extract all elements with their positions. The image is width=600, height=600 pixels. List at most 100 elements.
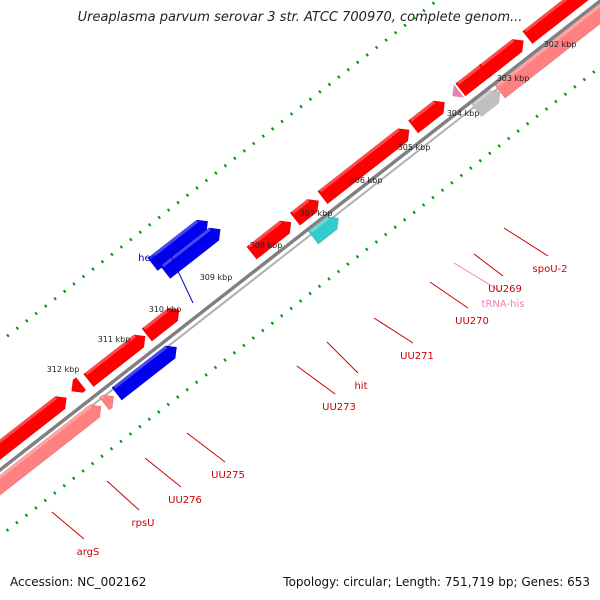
cds-rpsU[interactable] [71, 377, 87, 393]
inner-tick-mark [336, 269, 341, 274]
outer-tick-mark [251, 141, 256, 146]
gene-label[interactable]: hit [354, 381, 367, 392]
gene-label[interactable]: UU271 [400, 351, 434, 362]
gene-label[interactable]: rpsU [132, 518, 155, 529]
inner-tick-mark [573, 85, 577, 89]
inner-tick-mark [298, 299, 303, 303]
inner-tick-mark [440, 188, 445, 192]
cds-UU269-rev[interactable] [494, 0, 600, 99]
leader-line [106, 480, 140, 511]
gene-label[interactable]: spoU-2 [533, 264, 568, 275]
inner-tick-mark [223, 358, 227, 362]
outer-tick-mark [25, 319, 29, 323]
outer-tick-mark [147, 223, 152, 227]
ruler-tick-label: 305 kbp [398, 143, 431, 152]
cds-rpsU-rev[interactable] [98, 394, 115, 411]
outer-tick-mark [280, 119, 284, 124]
gene-label[interactable]: hemN [138, 253, 168, 264]
topology-text: Topology: circular; Length: 751,719 bp; … [283, 575, 590, 589]
inner-tick-mark [383, 232, 388, 237]
outer-tick-mark [15, 326, 20, 330]
cds-UU273[interactable] [246, 220, 292, 260]
cds-hemN-b-highlight [161, 227, 211, 268]
outer-tick-mark [138, 230, 142, 234]
inner-tick-mark [90, 461, 95, 466]
leader-line [144, 457, 182, 488]
outer-tick-mark [431, 1, 436, 5]
ruler-tick-label: 302 kbp [544, 40, 577, 49]
inner-tick-mark [459, 173, 464, 178]
gene-label[interactable]: tRNA-his [482, 299, 525, 310]
inner-tick-mark [327, 277, 331, 281]
inner-tick-mark [109, 447, 114, 451]
outer-tick-mark [337, 75, 341, 79]
cds-hit[interactable] [289, 198, 320, 226]
cds-rpsU-highlight [68, 382, 72, 386]
outer-tick-mark [422, 8, 426, 13]
gene-label[interactable]: UU275 [211, 470, 245, 481]
inner-tick-mark [81, 469, 85, 473]
feature-hit-cyan[interactable] [308, 216, 339, 245]
inner-tick-mark [34, 506, 38, 510]
trna-his[interactable] [452, 84, 465, 98]
outer-tick-mark [53, 296, 57, 301]
inner-tick-mark [450, 181, 454, 185]
cds-UU270[interactable] [407, 100, 446, 134]
inner-tick-mark [317, 284, 322, 289]
tick-labels: 302 kbp 303 kbp 304 kbp 305 kbp 306 kbp 307 k… [47, 40, 577, 374]
inner-tick-mark [166, 402, 170, 407]
inner-tick-mark [563, 92, 568, 96]
leader-line [168, 251, 194, 304]
gene-label[interactable]: UU269 [488, 284, 522, 295]
gene-label[interactable]: UU276 [168, 495, 202, 506]
leader-line [373, 317, 414, 344]
cds-spoU-2[interactable] [478, 38, 524, 79]
cds-UU269-highlight [457, 63, 483, 85]
inner-tick-mark [261, 328, 265, 333]
outer-tick-mark [403, 23, 407, 28]
leader-line [296, 365, 336, 395]
inner-tick-mark [544, 107, 549, 111]
cds-argS-highlight [0, 396, 58, 444]
leader-line [429, 281, 469, 309]
outer-tick-mark [81, 274, 86, 279]
inner-tick-ring [5, 70, 596, 532]
inner-tick-mark [194, 380, 199, 385]
cds-spoU-2-highlight [480, 39, 515, 67]
cds-UU276-blue[interactable] [111, 345, 178, 401]
cds-rpsU-rev-highlight [100, 395, 105, 399]
gene-label[interactable]: argS [77, 547, 100, 558]
cds-hit-highlight [291, 199, 310, 214]
cds-hemN-a[interactable] [147, 219, 209, 272]
inner-tick-mark [506, 136, 511, 141]
inner-tick-mark [185, 387, 189, 392]
cds-argS[interactable] [0, 395, 67, 490]
inner-tick-mark [431, 195, 435, 200]
cds-UU275[interactable] [141, 307, 180, 342]
cds-right[interactable] [522, 0, 600, 45]
outer-tick-mark [289, 112, 294, 116]
gene-label[interactable]: UU270 [455, 316, 489, 327]
inner-tick-mark [213, 365, 218, 370]
gene-label[interactable]: UU273 [322, 402, 356, 413]
cds-UU271-highlight [319, 128, 400, 193]
trna-his-highlight [447, 88, 452, 93]
outer-tick-mark [166, 208, 171, 212]
outer-tick-mark [62, 289, 67, 294]
cds-UU271[interactable] [317, 128, 410, 205]
cds-UU276-blue-highlight [113, 345, 168, 389]
leader-line [473, 253, 504, 277]
inner-tick-mark [43, 498, 48, 503]
feature-grey[interactable] [471, 90, 501, 118]
cds-right-highlight [524, 0, 568, 33]
outer-tick-mark [261, 134, 265, 138]
inner-tick-mark [175, 395, 180, 399]
cds-UU276[interactable] [83, 334, 146, 388]
inner-tick-mark [393, 225, 397, 229]
inner-tick-mark [308, 291, 312, 296]
inner-tick-mark [279, 314, 284, 318]
ruler-tick-label: 304 kbp [447, 109, 480, 118]
inner-tick-mark [421, 203, 426, 207]
cds-argS-rev[interactable] [0, 404, 102, 512]
